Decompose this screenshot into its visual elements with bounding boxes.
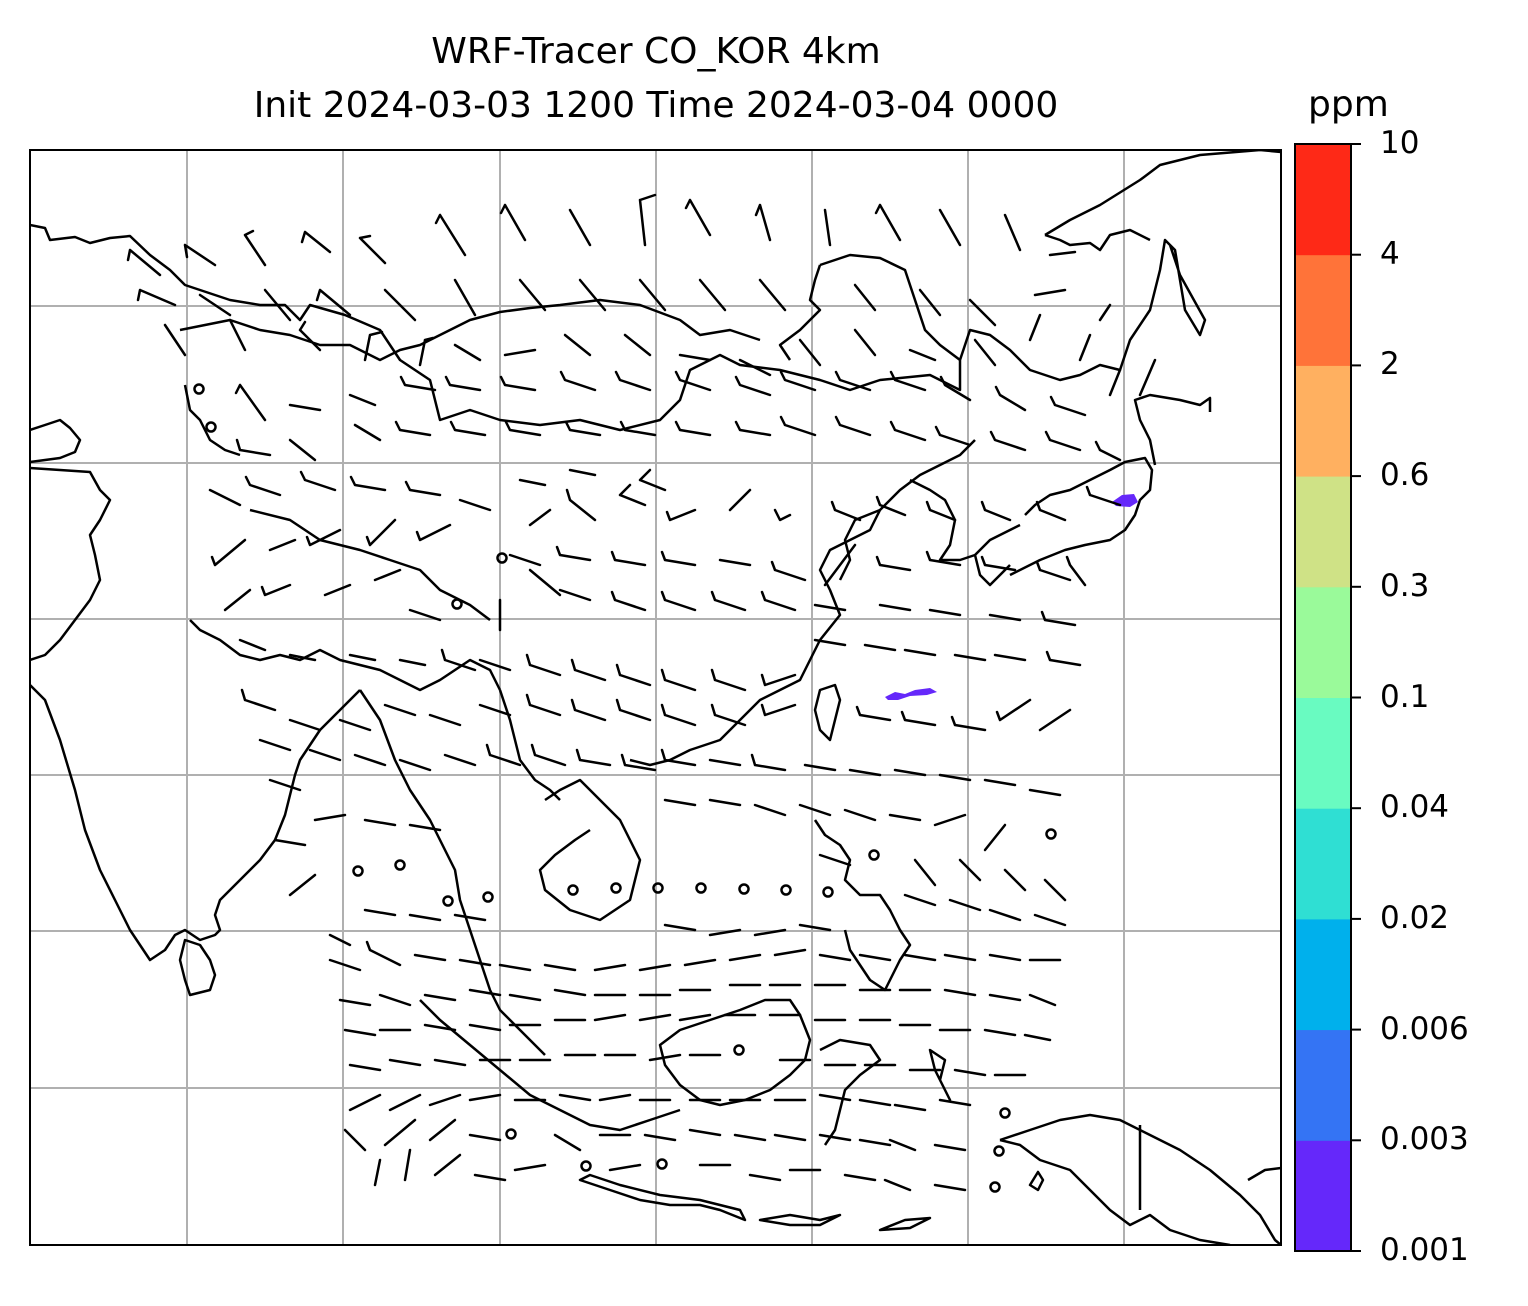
colorbar-segment	[1295, 918, 1351, 1031]
colorbar-segment	[1295, 808, 1351, 920]
colorbar-tick-label: 0.3	[1380, 567, 1430, 604]
map-frame-content	[30, 150, 1281, 1245]
colorbar-tick-label: 0.02	[1380, 899, 1450, 936]
colorbar-tick-label: 10	[1380, 125, 1420, 161]
wind-barbs	[126, 193, 1157, 1192]
colorbar-segment	[1295, 586, 1351, 698]
tracer-patches	[885, 494, 1138, 700]
colorbar-segment	[1295, 365, 1351, 477]
map-border	[29, 149, 1282, 1246]
colorbar-tick-label: 2	[1380, 346, 1400, 383]
colorbar-unit-label: ppm	[1308, 84, 1389, 125]
colorbar-tick-label: 0.1	[1380, 678, 1430, 715]
colorbar-segment	[1295, 697, 1351, 809]
coastlines	[30, 150, 1281, 1245]
map-title-line1: WRF-Tracer CO_KOR 4km	[431, 31, 881, 72]
colorbar-tick-label: 0.001	[1380, 1232, 1469, 1268]
colorbar-tick-label: 0.006	[1380, 1010, 1469, 1047]
map-title-line2: Init 2024-03-03 1200 Time 2024-03-04 000…	[253, 85, 1059, 126]
colorbar	[1294, 143, 1361, 1252]
calm-circles	[193, 383, 1057, 1193]
colorbar-segment	[1295, 1029, 1351, 1141]
colorbar-tick-label: 4	[1380, 235, 1400, 272]
colorbar-tick-label: 0.6	[1380, 457, 1430, 494]
colorbar-segment	[1295, 254, 1351, 366]
colorbar-segment	[1295, 1140, 1351, 1252]
tracer-patch-tokyo	[1112, 494, 1138, 507]
tracer-patch-south-japan	[885, 688, 937, 700]
graticule	[30, 150, 1281, 1245]
colorbar-segment	[1295, 476, 1351, 588]
colorbar-segment	[1295, 144, 1351, 256]
colorbar-tick-label: 0.04	[1380, 789, 1450, 826]
colorbar-tick-label: 0.003	[1380, 1121, 1469, 1158]
